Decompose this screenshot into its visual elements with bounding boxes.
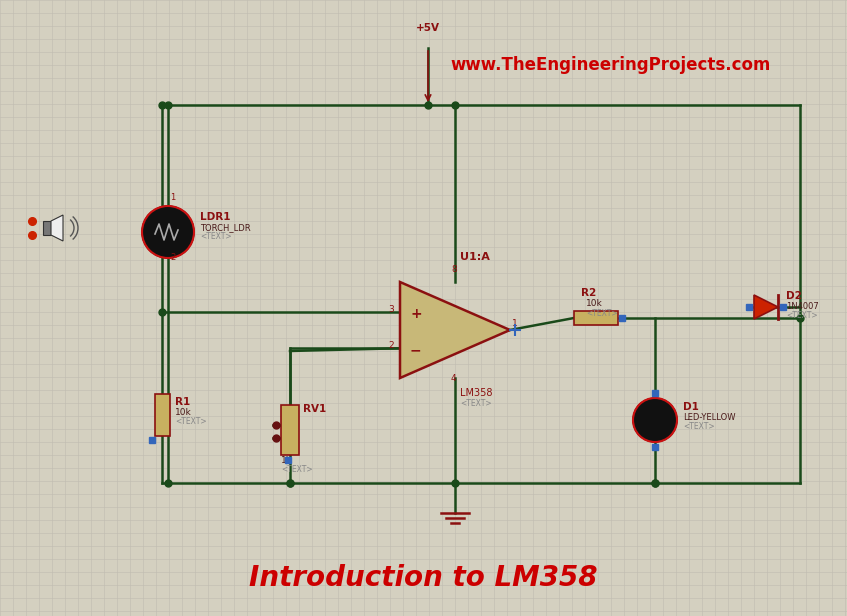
Text: D1: D1 <box>683 402 699 412</box>
Text: 8: 8 <box>451 265 457 274</box>
Text: U1:A: U1:A <box>460 252 490 262</box>
Text: <TEXT>: <TEXT> <box>200 232 231 241</box>
Text: 1: 1 <box>512 319 518 328</box>
Text: R1: R1 <box>175 397 191 407</box>
Text: 1: 1 <box>170 193 175 202</box>
Text: +5V: +5V <box>416 23 440 33</box>
Text: TORCH_LDR: TORCH_LDR <box>200 223 251 232</box>
Text: LM358: LM358 <box>460 388 492 398</box>
Text: Introduction to LM358: Introduction to LM358 <box>249 564 598 592</box>
Text: D2: D2 <box>786 291 802 301</box>
Text: 2: 2 <box>170 253 175 262</box>
Polygon shape <box>400 282 510 378</box>
Text: −: − <box>410 343 422 357</box>
Polygon shape <box>51 215 63 241</box>
Text: LDR1: LDR1 <box>200 212 230 222</box>
Bar <box>154 394 169 436</box>
Text: <TEXT>: <TEXT> <box>460 399 491 408</box>
Text: <TEXT>: <TEXT> <box>683 422 715 431</box>
Circle shape <box>142 206 194 258</box>
Text: R2: R2 <box>581 288 596 298</box>
Bar <box>43 221 51 235</box>
Text: <TEXT>: <TEXT> <box>281 465 313 474</box>
Polygon shape <box>754 295 778 319</box>
Text: <TEXT>: <TEXT> <box>786 311 817 320</box>
Text: 4: 4 <box>451 374 457 383</box>
Text: LED-YELLOW: LED-YELLOW <box>683 413 735 422</box>
Bar <box>281 405 299 455</box>
Text: 10k: 10k <box>586 299 603 308</box>
Text: 10k: 10k <box>175 408 191 417</box>
Text: +: + <box>410 307 422 321</box>
Text: 2: 2 <box>388 341 394 351</box>
Text: <TEXT>: <TEXT> <box>586 309 617 318</box>
Text: 3: 3 <box>388 305 394 314</box>
Text: www.TheEngineeringProjects.com: www.TheEngineeringProjects.com <box>450 56 771 74</box>
Bar <box>574 311 618 325</box>
Text: 1k: 1k <box>281 456 292 465</box>
Circle shape <box>633 398 677 442</box>
Text: RV1: RV1 <box>303 404 326 414</box>
Text: 1N4007: 1N4007 <box>786 302 819 311</box>
Text: <TEXT>: <TEXT> <box>175 417 207 426</box>
